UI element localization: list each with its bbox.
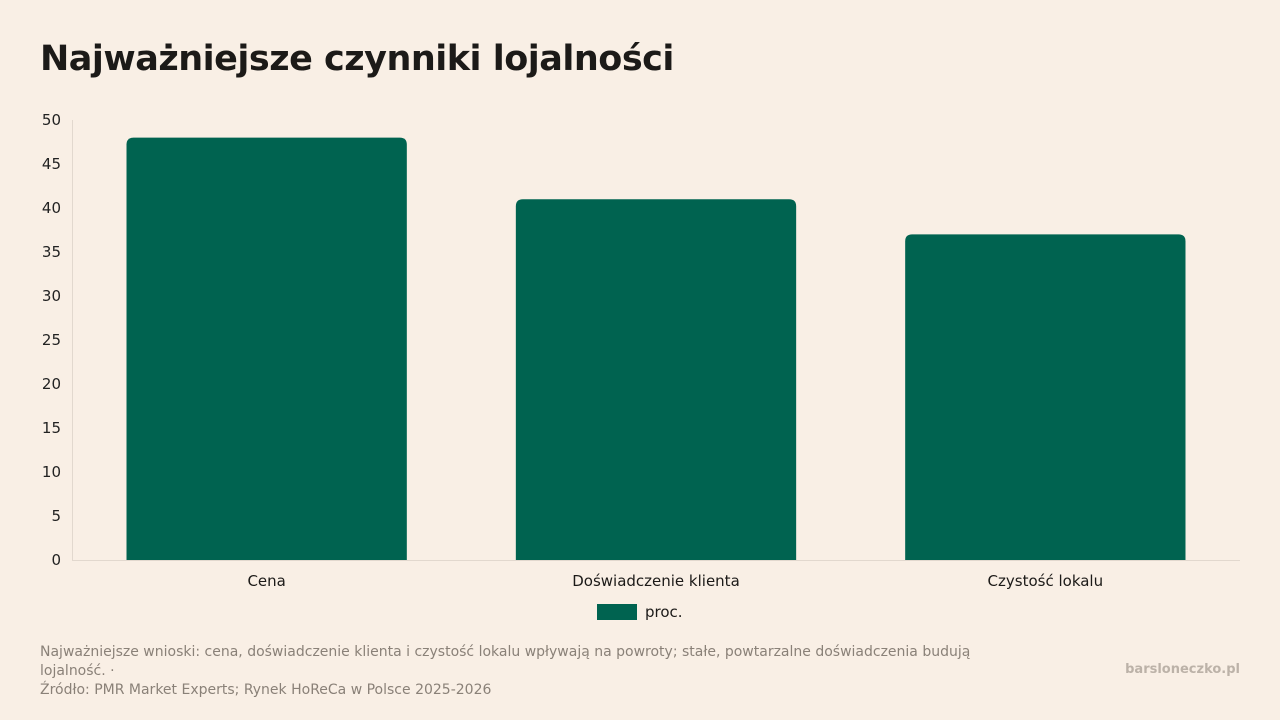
legend-label: proc. [645, 603, 683, 621]
bars [126, 137, 1186, 560]
x-tick-label: Doświadczenie klienta [572, 572, 740, 590]
y-tick-label: 50 [42, 111, 61, 129]
y-tick-label: 30 [42, 287, 61, 305]
y-tick-label: 20 [42, 375, 61, 393]
y-tick-label: 10 [42, 463, 61, 481]
bar-2 [515, 199, 797, 560]
y-tick-label: 25 [42, 331, 61, 349]
x-tick-label: Cena [247, 572, 285, 590]
y-tick-label: 15 [42, 419, 61, 437]
footnote: Najważniejsze wnioski: cena, doświadczen… [40, 643, 1040, 700]
y-tick-label: 5 [51, 507, 61, 525]
legend-swatch [597, 604, 637, 620]
bar-1 [126, 137, 407, 560]
y-tick-label: 40 [42, 199, 61, 217]
x-tick-label: Czystość lokalu [988, 572, 1104, 590]
y-axis-ticks: 0 5 10 15 20 25 30 35 40 45 50 [42, 111, 61, 569]
bar-3 [905, 234, 1186, 560]
chart-title: Najważniejsze czynniki lojalności [40, 39, 674, 79]
x-axis-ticks: Cena Doświadczenie klienta Czystość lokalu [247, 572, 1103, 590]
y-tick-label: 45 [42, 155, 61, 173]
legend: proc. [597, 603, 683, 621]
footnote-note: Najważniejsze wnioski: cena, doświadczen… [40, 644, 971, 679]
y-tick-label: 0 [51, 551, 61, 569]
bar-chart: 0 5 10 15 20 25 30 35 40 45 50 Cena Doświadczenie k… [42, 111, 1240, 621]
brand-watermark: barsloneczko.pl [1125, 662, 1240, 677]
footnote-source: Źródło: PMR Market Experts; Rynek HoReCa… [40, 682, 492, 698]
y-tick-label: 35 [42, 243, 61, 261]
